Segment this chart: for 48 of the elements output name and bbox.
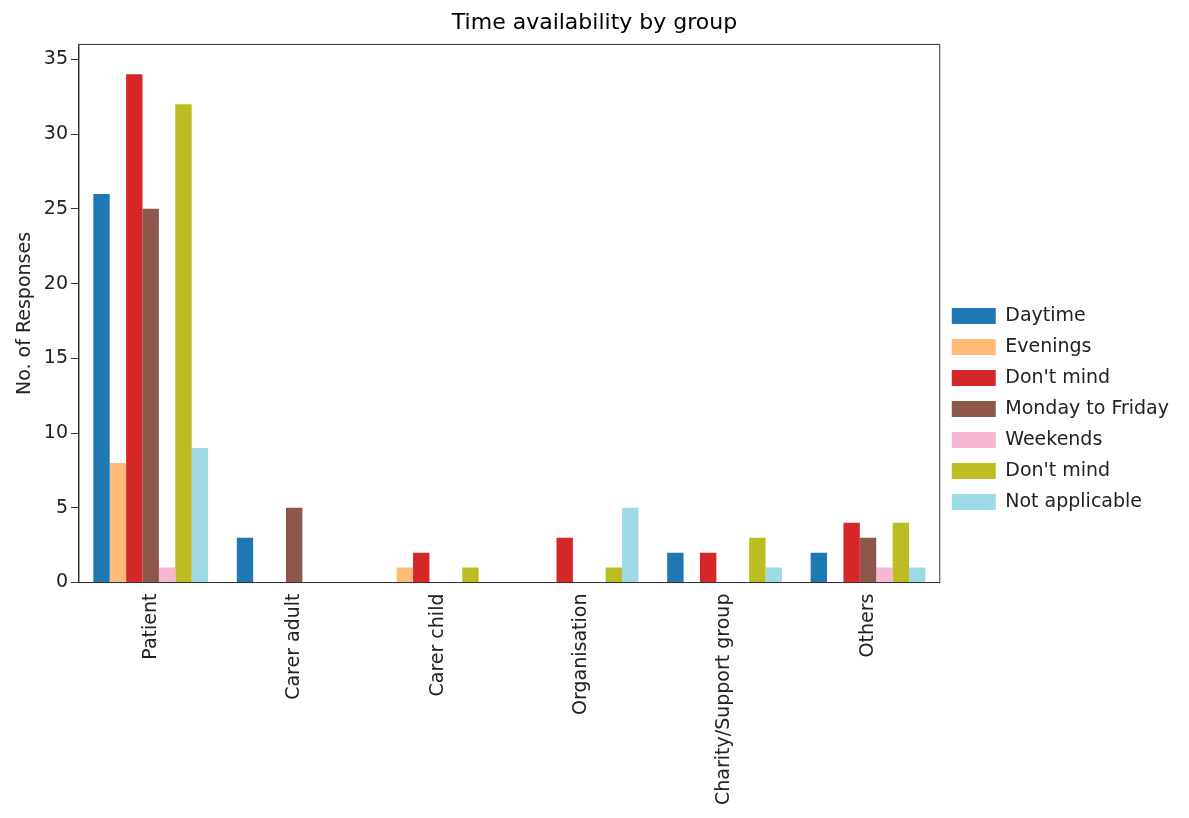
x-tick-label: Charity/Support group [711, 593, 734, 805]
x-tick-label: Organisation [568, 593, 591, 715]
y-tick-label: 25 [43, 195, 68, 218]
y-tick-label: 10 [43, 419, 68, 442]
bar [175, 104, 192, 583]
bar [413, 552, 430, 583]
bar [285, 507, 303, 583]
legend-label: Evenings [1005, 333, 1092, 356]
x-tick-label: Others [854, 593, 877, 658]
bar [142, 208, 159, 583]
bar [158, 567, 176, 583]
bar [236, 537, 254, 583]
bar [126, 74, 143, 583]
bar [667, 552, 684, 583]
y-tick-label: 20 [43, 270, 68, 293]
y-axis-title: No. of Responses [12, 231, 35, 396]
bar [191, 448, 209, 583]
y-tick-label: 30 [43, 121, 68, 144]
y-tick-label: 5 [55, 494, 68, 517]
bar [909, 567, 926, 583]
bar [892, 522, 910, 583]
x-tick-label: Carer adult [281, 593, 304, 700]
legend-label: Don't mind [1005, 364, 1111, 387]
legend-label: Weekends [1005, 426, 1103, 449]
bar [843, 522, 860, 583]
bar [622, 507, 639, 583]
y-tick-label: 0 [55, 569, 68, 592]
bar [556, 537, 573, 583]
bar [93, 193, 110, 583]
y-tick-label: 35 [43, 46, 68, 69]
bar [109, 462, 127, 583]
bar [876, 567, 893, 583]
bar [749, 537, 766, 583]
bar [462, 567, 479, 583]
legend-label: Don't mind [1005, 457, 1111, 480]
bar [699, 552, 717, 583]
legend-label: Not applicable [1005, 488, 1143, 511]
x-tick-label: Carer child [424, 593, 447, 697]
chart-title: Time availability by group [450, 8, 738, 34]
bar [810, 552, 828, 583]
bar [859, 537, 877, 583]
bar [396, 567, 414, 583]
legend-label: Monday to Friday [1005, 395, 1169, 418]
bar [765, 567, 782, 583]
bar [605, 567, 623, 583]
x-tick-label: Patient [137, 593, 160, 660]
y-tick-label: 15 [43, 345, 68, 368]
legend-label: Daytime [1005, 302, 1086, 325]
